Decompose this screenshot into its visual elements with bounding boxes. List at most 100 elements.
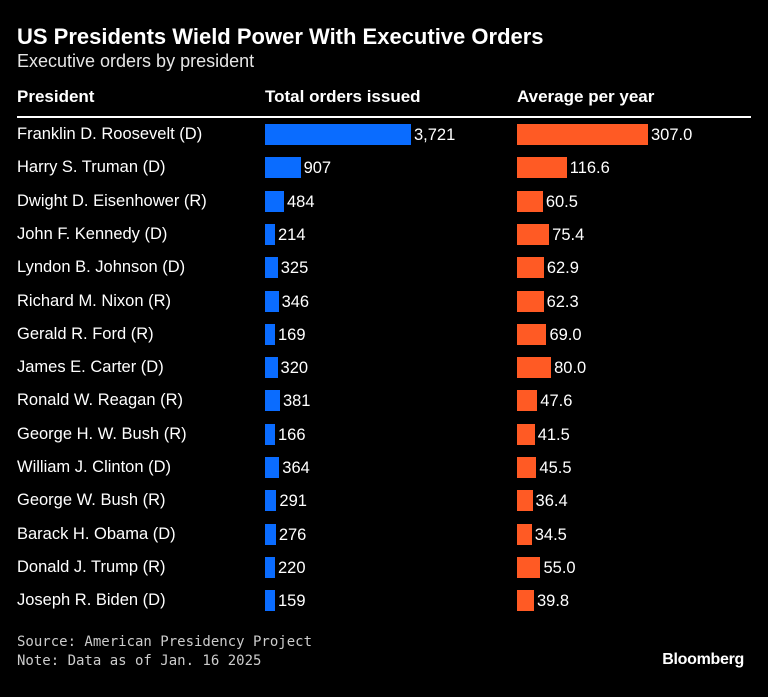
average-bar bbox=[517, 390, 538, 412]
table-row: Dwight D. Eisenhower (R) 484 60.5 bbox=[0, 189, 768, 222]
total-label: 484 bbox=[286, 192, 315, 211]
total-bar bbox=[265, 490, 277, 512]
total-bar bbox=[265, 523, 276, 545]
average-bar bbox=[517, 124, 648, 145]
average-bar bbox=[517, 190, 543, 212]
president-name: Harry S. Truman (D) bbox=[17, 158, 166, 177]
total-label: 364 bbox=[282, 459, 310, 477]
total-bar bbox=[265, 223, 275, 245]
average-label: 75.4 bbox=[552, 225, 585, 244]
total-label: 166 bbox=[278, 425, 306, 444]
average-bar bbox=[517, 257, 544, 279]
president-name: Joseph R. Biden (D) bbox=[17, 591, 166, 610]
average-label: 36.4 bbox=[535, 492, 568, 511]
table-row: Richard M. Nixon (R) 346 62.3 bbox=[0, 289, 768, 322]
total-label: 169 bbox=[278, 325, 306, 344]
average-bar bbox=[517, 157, 567, 179]
data-note: Note: Data as of Jan. 16 2025 bbox=[17, 653, 262, 669]
average-bar bbox=[517, 523, 532, 545]
president-name: George H. W. Bush (R) bbox=[17, 424, 187, 443]
average-label: 116.6 bbox=[569, 159, 610, 178]
average-label: 55.0 bbox=[543, 558, 576, 577]
president-name: Franklin D. Roosevelt (D) bbox=[17, 125, 203, 143]
table-row: Ronald W. Reagan (R) 381 47.6 bbox=[0, 388, 768, 421]
total-bar bbox=[265, 323, 275, 345]
column-header-total: Total orders issued bbox=[265, 87, 421, 106]
average-bar bbox=[517, 357, 552, 379]
average-label: 307.0 bbox=[651, 126, 693, 144]
chart-subtitle: Executive orders by president bbox=[17, 51, 255, 71]
total-label: 907 bbox=[303, 159, 332, 178]
president-name: Ronald W. Reagan (R) bbox=[17, 391, 183, 410]
average-label: 47.6 bbox=[540, 392, 573, 411]
total-bar bbox=[265, 457, 280, 478]
table-row: Donald J. Trump (R) 220 55.0 bbox=[0, 555, 768, 588]
average-label: 80.0 bbox=[554, 359, 587, 378]
table-row: William J. Clinton (D) 364 45.5 bbox=[0, 455, 768, 488]
average-label: 62.9 bbox=[546, 259, 579, 278]
table-row: Lyndon B. Johnson (D) 325 62.9 bbox=[0, 255, 768, 288]
president-name: John F. Kennedy (D) bbox=[17, 224, 168, 243]
table-row: James E. Carter (D) 320 80.0 bbox=[0, 355, 768, 388]
total-bar bbox=[265, 257, 278, 279]
average-bar bbox=[517, 457, 537, 478]
total-bar bbox=[265, 556, 275, 578]
total-label: 346 bbox=[281, 292, 310, 311]
average-label: 34.5 bbox=[534, 525, 567, 544]
total-bar bbox=[265, 157, 301, 179]
average-label: 45.5 bbox=[539, 459, 572, 477]
total-label: 3,721 bbox=[414, 126, 456, 144]
total-label: 214 bbox=[278, 225, 306, 244]
total-bar bbox=[265, 357, 278, 379]
president-name: Lyndon B. Johnson (D) bbox=[17, 258, 186, 277]
average-bar bbox=[517, 590, 534, 612]
table-row: Joseph R. Biden (D) 159 39.8 bbox=[0, 588, 768, 621]
average-bar bbox=[517, 290, 544, 312]
total-bar bbox=[265, 423, 275, 445]
table-row: Gerald R. Ford (R) 169 69.0 bbox=[0, 322, 768, 355]
source-note: Source: American Presidency Project bbox=[17, 634, 313, 650]
chart-title: US Presidents Wield Power With Executive… bbox=[17, 24, 544, 49]
average-bar bbox=[517, 223, 550, 245]
column-header-average: Average per year bbox=[517, 87, 655, 106]
president-name: Donald J. Trump (R) bbox=[17, 557, 166, 576]
table-row: George W. Bush (R) 291 36.4 bbox=[0, 488, 768, 521]
average-label: 60.5 bbox=[545, 192, 578, 211]
average-label: 62.3 bbox=[546, 292, 579, 311]
president-name: George W. Bush (R) bbox=[17, 491, 166, 510]
president-name: James E. Carter (D) bbox=[17, 358, 164, 377]
average-label: 41.5 bbox=[537, 425, 570, 444]
total-bar bbox=[265, 190, 284, 212]
average-bar bbox=[517, 556, 541, 578]
president-name: Dwight D. Eisenhower (R) bbox=[17, 191, 207, 210]
column-header-president: President bbox=[17, 87, 95, 106]
total-label: 325 bbox=[280, 259, 309, 278]
president-name: Gerald R. Ford (R) bbox=[17, 324, 154, 343]
total-label: 220 bbox=[278, 558, 306, 577]
average-label: 69.0 bbox=[549, 325, 582, 344]
total-bar bbox=[265, 390, 280, 412]
table-row: Harry S. Truman (D) 907 116.6 bbox=[0, 155, 768, 188]
total-label: 320 bbox=[280, 359, 309, 378]
average-bar bbox=[517, 423, 535, 445]
total-label: 276 bbox=[278, 525, 307, 544]
table-row: George H. W. Bush (R) 166 41.5 bbox=[0, 422, 768, 455]
total-label: 381 bbox=[282, 392, 311, 411]
total-label: 291 bbox=[279, 492, 307, 511]
average-bar bbox=[517, 490, 533, 512]
total-label: 159 bbox=[278, 592, 306, 611]
total-bar bbox=[265, 290, 279, 312]
average-label: 39.8 bbox=[536, 592, 570, 611]
total-bar bbox=[265, 590, 275, 612]
president-name: William J. Clinton (D) bbox=[17, 458, 172, 476]
table-row: John F. Kennedy (D) 214 75.4 bbox=[0, 222, 768, 255]
president-name: Barack H. Obama (D) bbox=[17, 524, 176, 543]
table-row: Barack H. Obama (D) 276 34.5 bbox=[0, 522, 768, 555]
table-row: Franklin D. Roosevelt (D) 3,721 307.0 bbox=[0, 122, 768, 155]
average-bar bbox=[517, 323, 547, 345]
bloomberg-logo: Bloomberg bbox=[662, 651, 744, 668]
total-bar bbox=[265, 124, 411, 145]
president-name: Richard M. Nixon (R) bbox=[17, 291, 172, 310]
header-divider bbox=[17, 116, 751, 118]
